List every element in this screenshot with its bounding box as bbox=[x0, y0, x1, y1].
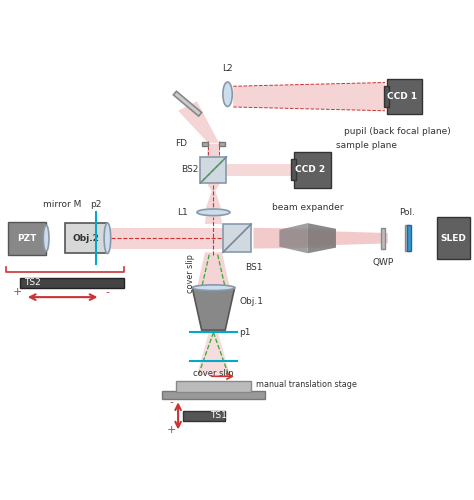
Polygon shape bbox=[233, 82, 385, 111]
Bar bbox=[387, 79, 422, 114]
Ellipse shape bbox=[104, 223, 111, 254]
Bar bbox=[219, 142, 225, 146]
Polygon shape bbox=[254, 228, 336, 248]
Bar bbox=[9, 222, 46, 254]
Bar bbox=[202, 142, 208, 146]
Ellipse shape bbox=[197, 209, 230, 216]
Text: Pol.: Pol. bbox=[399, 208, 415, 217]
Bar bbox=[438, 217, 470, 260]
Polygon shape bbox=[201, 157, 227, 183]
Text: manual translation stage: manual translation stage bbox=[256, 380, 357, 390]
Bar bbox=[407, 226, 411, 251]
Text: -: - bbox=[169, 396, 173, 406]
Text: PZT: PZT bbox=[18, 234, 37, 242]
Text: SLED: SLED bbox=[441, 234, 467, 242]
Bar bbox=[176, 382, 251, 392]
Polygon shape bbox=[197, 332, 230, 375]
Polygon shape bbox=[197, 252, 230, 288]
Bar bbox=[384, 86, 389, 107]
Text: +: + bbox=[166, 425, 176, 435]
Bar bbox=[382, 228, 385, 249]
Text: Obj.2: Obj.2 bbox=[73, 234, 100, 242]
Text: CCD 1: CCD 1 bbox=[387, 92, 417, 101]
Bar bbox=[405, 226, 409, 251]
Text: BS2: BS2 bbox=[181, 166, 198, 174]
Text: sample plane: sample plane bbox=[336, 141, 397, 150]
Text: CCD 2: CCD 2 bbox=[295, 166, 325, 174]
Bar bbox=[20, 278, 124, 288]
Polygon shape bbox=[65, 223, 108, 254]
Ellipse shape bbox=[43, 226, 49, 251]
Text: Obj.1: Obj.1 bbox=[239, 298, 264, 306]
Polygon shape bbox=[205, 216, 222, 224]
Text: mirror M: mirror M bbox=[44, 200, 82, 209]
Text: -: - bbox=[105, 288, 109, 298]
Ellipse shape bbox=[192, 285, 235, 290]
Text: +: + bbox=[13, 288, 23, 298]
Text: BS1: BS1 bbox=[245, 262, 262, 272]
Text: FD: FD bbox=[175, 139, 188, 148]
Polygon shape bbox=[192, 288, 235, 330]
Text: pupil (back focal plane): pupil (back focal plane) bbox=[344, 127, 451, 136]
Text: p2: p2 bbox=[90, 200, 101, 209]
Polygon shape bbox=[207, 144, 220, 157]
Polygon shape bbox=[111, 228, 223, 248]
Polygon shape bbox=[279, 223, 308, 254]
Text: beam expander: beam expander bbox=[272, 204, 344, 212]
Text: TS1: TS1 bbox=[210, 412, 227, 420]
Text: L2: L2 bbox=[222, 64, 233, 73]
Ellipse shape bbox=[223, 82, 232, 106]
Bar bbox=[291, 160, 296, 180]
Bar bbox=[162, 391, 265, 400]
Polygon shape bbox=[279, 230, 388, 246]
Polygon shape bbox=[308, 223, 336, 254]
Text: L1: L1 bbox=[177, 208, 188, 217]
Polygon shape bbox=[178, 102, 219, 143]
Text: QWP: QWP bbox=[373, 258, 394, 267]
Text: p1: p1 bbox=[239, 328, 251, 337]
Text: cover slip: cover slip bbox=[193, 369, 234, 378]
Text: TS2: TS2 bbox=[24, 278, 41, 287]
Bar bbox=[293, 152, 331, 188]
Polygon shape bbox=[227, 164, 293, 175]
Bar bbox=[183, 411, 225, 420]
Polygon shape bbox=[173, 92, 201, 116]
Text: cover slip: cover slip bbox=[186, 254, 195, 293]
Polygon shape bbox=[206, 183, 221, 208]
Polygon shape bbox=[223, 224, 251, 252]
